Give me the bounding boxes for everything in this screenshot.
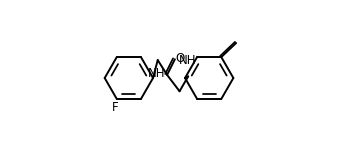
Text: NH: NH [147, 67, 165, 80]
Text: F: F [112, 101, 119, 114]
Text: NH: NH [179, 54, 196, 67]
Text: O: O [175, 52, 184, 65]
